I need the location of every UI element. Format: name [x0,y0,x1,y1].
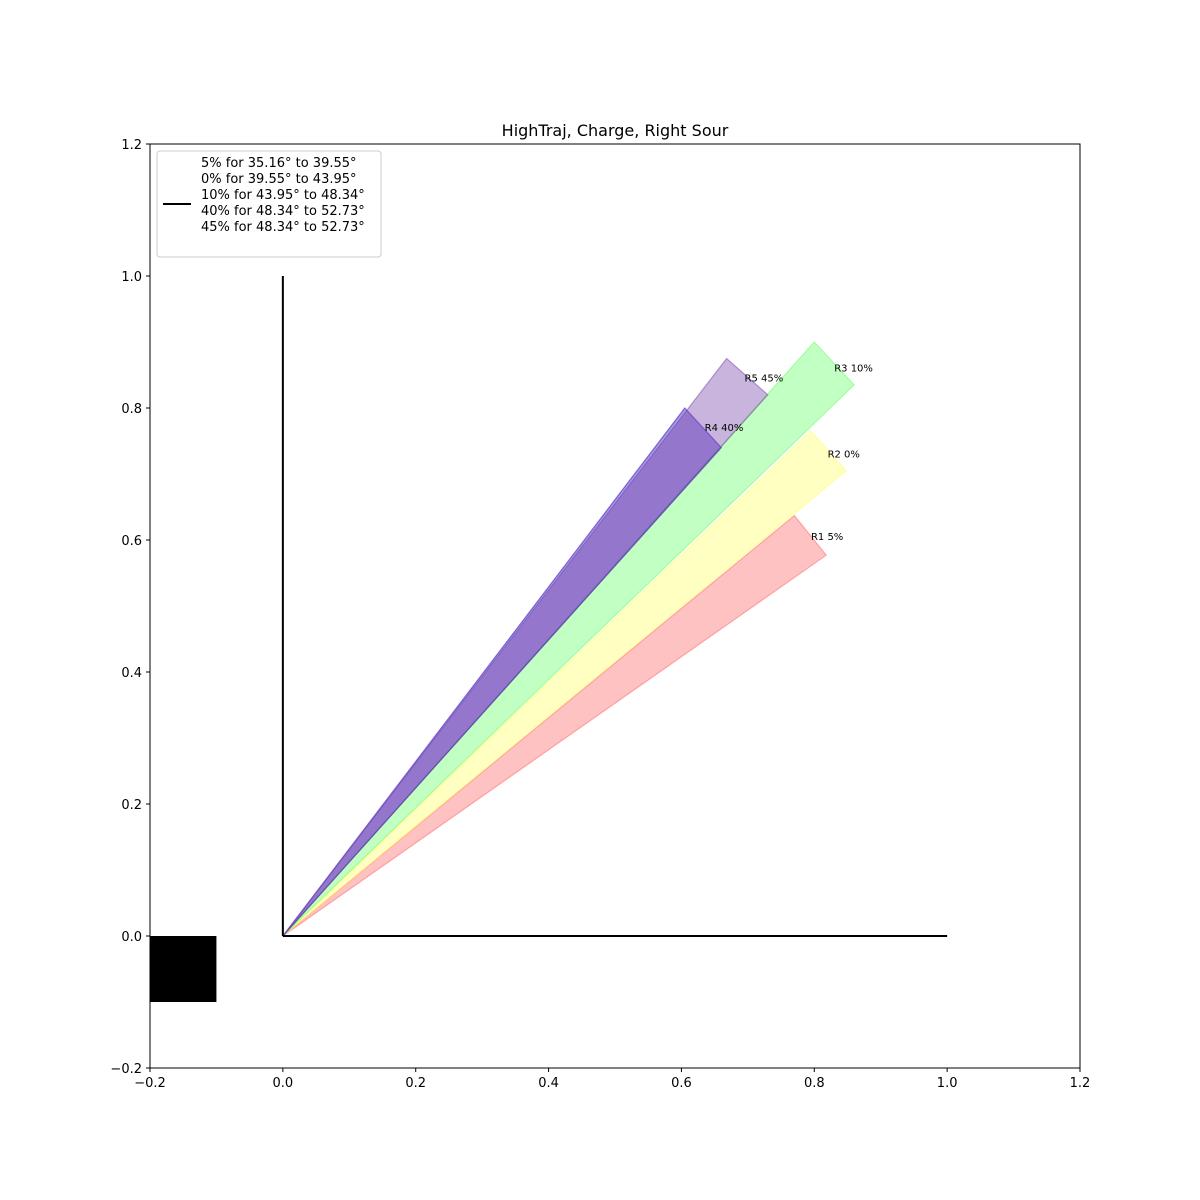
wedge-group [282,341,855,937]
axis-line-group [281,276,948,937]
y-tick-label: 0.8 [121,402,142,417]
legend-entry-4: 40% for 48.34° to 52.73° [201,204,365,219]
y-tick-label: 0.4 [121,666,142,681]
x-tick-label: 1.0 [937,1076,958,1091]
wedge-label-3: R3 10% [834,364,873,375]
wedge-label-1: R1 5% [811,532,843,543]
x-tick-label: 0.8 [804,1076,825,1091]
wedge-label-2: R2 0% [828,450,860,461]
wedge-label-5: R5 45% [745,374,784,385]
legend-box [156,150,382,258]
y-tick-group: −0.2 0.0 0.2 0.4 0.6 0.8 1.0 1.2 [110,138,150,1077]
wedge-2 [282,430,848,937]
x-tick-label: −0.2 [134,1076,166,1091]
source-box-group [150,936,217,1002]
y-tick-label: 0.6 [121,534,142,549]
legend-entry-3: 10% for 43.95° to 48.34° [201,188,365,203]
wedge-label-group: R1 5% R2 0% R3 10% R4 40% R5 45% [705,364,873,543]
legend-entry-1: 5% for 35.16° to 39.55° [201,156,357,171]
y-tick-label: 0.2 [121,798,142,813]
x-tick-label: 0.6 [671,1076,692,1091]
x-tick-group: −0.2 0.0 0.2 0.4 0.6 0.8 1.0 1.2 [134,1068,1090,1091]
y-tick-label: −0.2 [110,1062,142,1077]
wedge-5 [282,357,769,937]
y-tick-label: 0.0 [121,930,142,945]
y-tick-label: 1.0 [121,270,142,285]
x-tick-label: 1.2 [1070,1076,1091,1091]
chart-title: HighTraj, Charge, Right Sour [502,121,729,140]
legend-entry-2: 0% for 39.55° to 43.95° [201,172,357,187]
x-tick-label: 0.0 [273,1076,294,1091]
legend-entry-5: 45% for 48.34° to 52.73° [201,220,365,235]
legend: 5% for 35.16° to 39.55°0% for 39.55° to … [156,150,382,258]
x-tick-label: 0.2 [405,1076,426,1091]
source-box [150,936,217,1002]
wedge-1 [282,514,828,937]
legend-text-group: 5% for 35.16° to 39.55°0% for 39.55° to … [201,156,365,235]
plot-frame [149,143,1081,1069]
y-tick-label: 1.2 [121,138,142,153]
x-tick-label: 0.4 [538,1076,559,1091]
wedge-label-4: R4 40% [705,423,744,434]
